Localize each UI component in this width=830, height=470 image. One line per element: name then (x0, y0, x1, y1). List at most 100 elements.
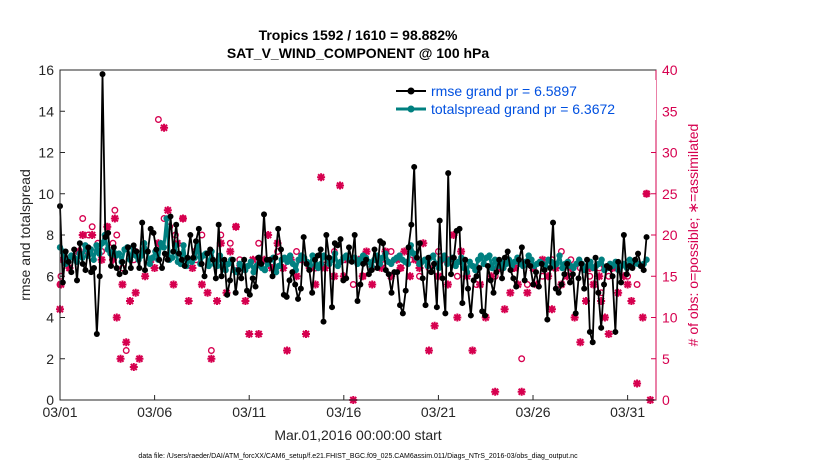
obs-possible-marker (113, 231, 121, 239)
totalspread-point (160, 244, 168, 251)
rmse-point (567, 279, 574, 286)
obs-assimilated-marker (213, 297, 222, 305)
totalspread-point (180, 242, 187, 249)
rmse-point (601, 281, 608, 288)
obs-possible-marker (453, 272, 461, 280)
obs-assimilated-marker (614, 288, 623, 297)
rmse-point (323, 232, 330, 238)
rmse-point (473, 273, 480, 280)
rmse-point (306, 267, 313, 274)
obs-assimilated-marker (231, 222, 240, 231)
obs-assimilated-marker (336, 181, 345, 190)
rmse-point (164, 256, 171, 263)
totalspread-point (247, 258, 255, 266)
obs-assimilated-marker (112, 313, 121, 322)
rmse-point (442, 310, 449, 317)
rmse-point (448, 271, 455, 278)
rmse-point (320, 318, 327, 325)
rmse-point (153, 246, 160, 253)
y-right-tick-label: 30 (662, 145, 678, 161)
obs-possible-marker (122, 347, 130, 354)
obs-assimilated-marker (589, 280, 598, 289)
y-left-tick-label: 12 (38, 145, 54, 161)
rmse-point (150, 229, 157, 236)
rmse-point (241, 256, 248, 263)
rmse-point (496, 256, 503, 263)
obs-assimilated-marker (468, 346, 477, 355)
rmse-point (623, 271, 630, 278)
rmse-point (493, 269, 500, 276)
rmse-point (450, 254, 457, 261)
rmse-point (584, 256, 591, 263)
rmse-point (297, 285, 304, 292)
rmse-point (113, 265, 120, 271)
rmse-point (317, 246, 324, 253)
x-tick-label: 03/16 (326, 404, 361, 420)
rmse-point (425, 254, 432, 261)
rmse-point (286, 277, 293, 284)
rmse-point (190, 254, 197, 261)
obs-assimilated-marker (317, 173, 326, 182)
rmse-point (569, 271, 576, 278)
rmse-point (210, 256, 217, 263)
totalspread-point (115, 250, 123, 257)
obs-assimilated-marker (500, 305, 509, 314)
obs-assimilated-marker (245, 330, 254, 338)
obs-possible-marker (79, 215, 87, 222)
obs-assimilated-marker (633, 379, 642, 388)
rmse-point (575, 275, 582, 282)
y-left-tick-label: 16 (38, 62, 54, 78)
obs-assimilated-marker (642, 189, 651, 198)
y-right-tick-label: 5 (662, 351, 670, 367)
legend: rmse grand pr = 6.5897 totalspread grand… (388, 80, 656, 120)
rmse-point (629, 265, 636, 271)
y-left-tick-label: 14 (38, 103, 54, 119)
rmse-point (71, 246, 78, 253)
rmse-point (592, 254, 599, 261)
obs-assimilated-marker (118, 280, 127, 289)
totalspread-point (491, 256, 499, 263)
y-left-tick-label: 2 (46, 351, 54, 367)
totalspread-point (477, 252, 485, 259)
rmse-point (96, 273, 103, 280)
rmse-point (465, 285, 472, 292)
rmse-point (385, 271, 392, 278)
rmse-point (606, 265, 613, 271)
rmse-point (269, 273, 276, 280)
rmse-point (544, 316, 551, 323)
rmse-point (530, 281, 537, 288)
totalspread-point (169, 254, 176, 261)
rmse-point (178, 256, 185, 263)
rmse-point (221, 256, 228, 263)
totalspread-point (286, 252, 294, 259)
totalspread-point (93, 242, 100, 249)
obs-assimilated-marker (400, 247, 409, 256)
rmse-point (122, 269, 129, 276)
rmse-point (207, 246, 214, 253)
obs-assimilated-marker (623, 280, 632, 289)
footer-data-file: data file: /Users/raeder/DAI/ATM_forcXX/… (138, 453, 578, 460)
obs-assimilated-marker (135, 354, 144, 363)
y-left-tick-label: 0 (46, 392, 54, 408)
rmse-point (414, 254, 421, 261)
rmse-point (516, 256, 523, 263)
obs-assimilated-marker (122, 338, 131, 347)
rmse-point (615, 258, 622, 265)
rmse-point (59, 279, 66, 286)
y-right-tick-label: 15 (662, 268, 678, 284)
rmse-point (482, 312, 489, 319)
rmse-point (212, 275, 219, 282)
obs-assimilated-marker (129, 363, 138, 371)
obs-assimilated-marker (241, 297, 250, 305)
rmse-point (620, 232, 627, 238)
obs-assimilated-marker (184, 297, 193, 305)
left-axis-ticks: 0 2 4 6 8 10 12 14 16 (38, 62, 65, 408)
totalspread-point (598, 256, 605, 263)
rmse-point (533, 269, 540, 276)
obs-assimilated-marker (160, 123, 169, 132)
rmse-point (261, 211, 268, 218)
rmse-point (170, 248, 177, 255)
obs-assimilated-marker (523, 288, 532, 297)
rmse-point (195, 225, 202, 232)
rmse-point (351, 232, 358, 238)
